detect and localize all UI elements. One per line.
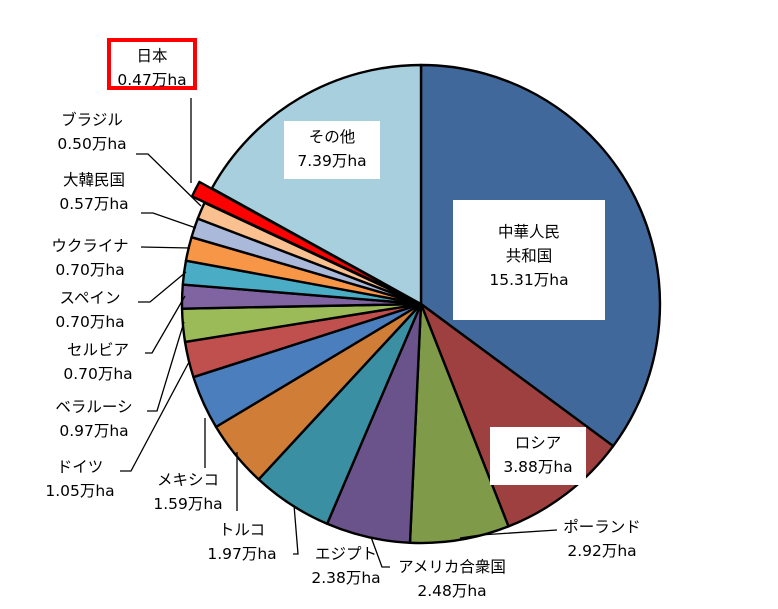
label-poland-value: 2.92万ha	[567, 542, 637, 560]
leader-line-spain	[138, 271, 187, 303]
label-usa: アメリカ合衆国 2.48万ha	[388, 555, 516, 603]
label-brazil-value: 0.50万ha	[57, 135, 127, 153]
label-poland-name: ポーランド	[563, 518, 641, 536]
leader-line-egypt	[293, 504, 299, 555]
leader-line-brazil	[136, 153, 202, 207]
label-germany-value: 1.05万ha	[45, 482, 115, 500]
label-russia: ロシア 3.88万ha	[490, 427, 586, 485]
label-other-name: その他	[308, 128, 356, 146]
label-china-name-2: 共和国	[505, 247, 553, 265]
label-turkey-name: トルコ	[218, 521, 266, 539]
label-ukraine-value: 0.70万ha	[55, 261, 125, 279]
label-japan-name: 日本	[136, 47, 168, 65]
label-china-name-1: 中華人民	[497, 223, 560, 241]
label-japan: 日本 0.47万ha	[107, 38, 197, 90]
label-spain-name: スペイン	[59, 289, 121, 307]
leader-lines	[120, 98, 558, 568]
label-mexico-name: メキシコ	[156, 471, 219, 489]
label-china: 中華人民 共和国 15.31万ha	[453, 200, 605, 320]
label-turkey: トルコ 1.97万ha	[192, 518, 292, 566]
label-mexico-value: 1.59万ha	[153, 495, 223, 513]
label-korea-value: 0.57万ha	[59, 195, 129, 213]
label-germany-name: ドイツ	[56, 458, 104, 476]
label-belarus-name: ベラルーシ	[55, 398, 133, 416]
label-other-value: 7.39万ha	[297, 152, 367, 170]
leader-line-usa	[370, 536, 390, 568]
label-japan-value: 0.47万ha	[117, 71, 187, 89]
label-belarus: ベラルーシ 0.97万ha	[40, 395, 148, 443]
label-serbia-value: 0.70万ha	[63, 365, 133, 383]
label-egypt-value: 2.38万ha	[311, 569, 381, 587]
label-ukraine: ウクライナ 0.70万ha	[38, 234, 142, 282]
label-usa-name: アメリカ合衆国	[398, 558, 506, 576]
pie-slices	[180, 63, 662, 545]
leader-line-germany	[120, 361, 190, 472]
label-russia-value: 3.88万ha	[503, 458, 573, 476]
label-spain: スペイン 0.70万ha	[40, 286, 140, 334]
label-korea: 大韓民国 0.57万ha	[46, 168, 142, 216]
label-other: その他 7.39万ha	[284, 121, 380, 179]
label-china-value: 15.31万ha	[489, 271, 569, 289]
label-germany: ドイツ 1.05万ha	[30, 455, 130, 503]
label-spain-value: 0.70万ha	[55, 313, 125, 331]
label-mexico: メキシコ 1.59万ha	[138, 468, 238, 516]
label-serbia: セルビア 0.70万ha	[48, 338, 148, 386]
label-brazil: ブラジル 0.50万ha	[44, 108, 140, 156]
leader-line-ukraine	[140, 246, 191, 249]
leader-line-poland	[459, 529, 558, 539]
label-usa-value: 2.48万ha	[417, 582, 487, 600]
label-turkey-value: 1.97万ha	[207, 545, 277, 563]
leader-line-serbia	[145, 295, 186, 354]
label-egypt-name: エジプト	[314, 545, 377, 563]
leader-line-korea	[141, 212, 197, 229]
label-egypt: エジプト 2.38万ha	[296, 542, 396, 590]
label-brazil-name: ブラジル	[61, 111, 123, 129]
label-belarus-value: 0.97万ha	[59, 422, 129, 440]
label-ukraine-name: ウクライナ	[51, 237, 129, 255]
leader-line-belarus	[147, 321, 185, 412]
label-poland: ポーランド 2.92万ha	[552, 515, 652, 563]
label-korea-name: 大韓民国	[62, 171, 125, 189]
label-russia-name: ロシア	[514, 434, 562, 452]
label-serbia-name: セルビア	[66, 341, 129, 359]
